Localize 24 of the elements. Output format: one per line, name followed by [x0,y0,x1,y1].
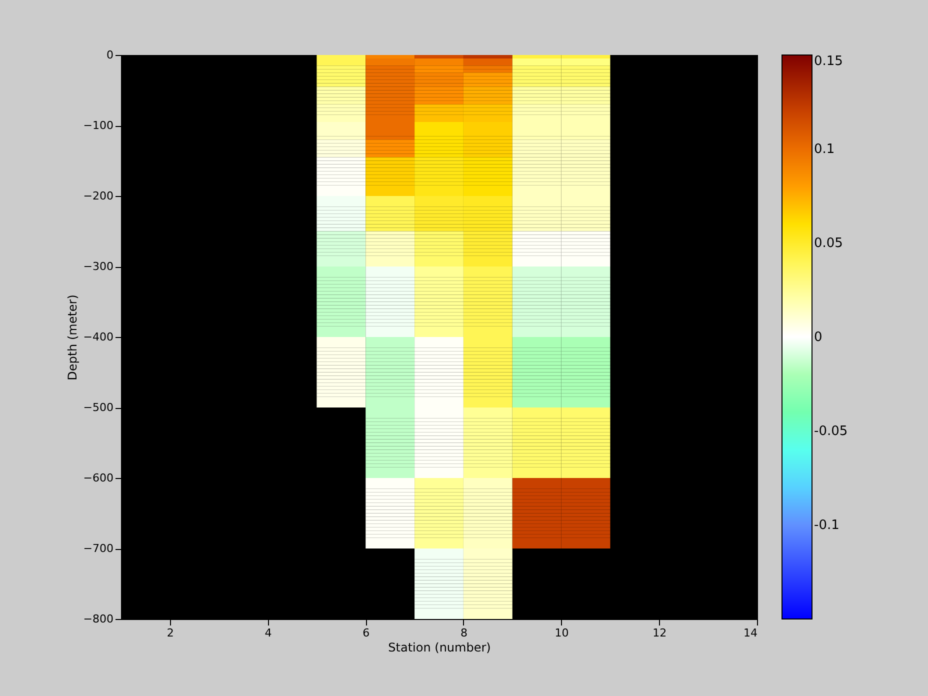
y-tick-label: −500 [83,401,114,414]
y-tick-label: −100 [83,119,114,132]
x-tick-label: 2 [166,626,174,640]
color-bar-label: 0.1 [814,142,835,157]
x-axis-title: Station (number) [388,640,491,654]
color-bar-label: 0.05 [814,236,843,251]
y-tick-label: −300 [83,260,114,273]
y-tick-label: −800 [83,612,114,626]
color-bar-label: -0.1 [814,518,840,533]
x-tick-label: 14 [744,626,758,640]
y-tick-label: −700 [83,542,114,555]
x-tick-label: 6 [362,626,370,640]
color-bar-label: 0.15 [814,54,843,69]
color-bar-label: -0.05 [814,424,848,439]
x-tick-label: 4 [264,626,272,640]
x-tick-label: 12 [652,626,667,640]
x-tick-label: 8 [460,626,468,640]
y-tick-label: −400 [83,330,114,344]
color-bar-label: 0 [814,330,822,345]
y-axis-title: Depth (meter) [65,294,80,380]
y-tick-label: −200 [83,190,114,202]
y-tick-label: 0 [106,48,114,62]
x-tick-label: 10 [554,626,569,640]
y-tick-label: −600 [83,472,114,484]
